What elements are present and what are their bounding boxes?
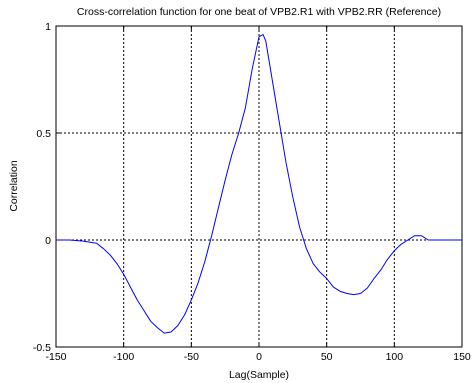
x-tick-label: 100 (386, 351, 404, 363)
y-tick-label: -0.5 (33, 342, 51, 354)
x-tick-label: 150 (453, 351, 471, 363)
x-tick-label: 0 (256, 351, 262, 363)
x-tick-label: 50 (321, 351, 333, 363)
x-tick-label: -150 (45, 351, 66, 363)
grid (56, 26, 462, 347)
x-tick-labels: -150 -100 -50 0 50 100 150 (45, 351, 470, 363)
series-group (56, 34, 462, 334)
x-tick-label: -100 (113, 351, 134, 363)
series-line (56, 34, 462, 334)
y-tick-label: 0.5 (36, 128, 51, 140)
y-tick-label: 1 (45, 21, 51, 33)
chart-title: Cross-correlation function for one beat … (77, 6, 441, 18)
x-tick-label: -50 (184, 351, 199, 363)
y-tick-labels: -0.5 0 0.5 1 (33, 21, 51, 354)
x-axis-label: Lag(Sample) (229, 369, 289, 381)
y-axis-label: Correlation (8, 160, 20, 212)
y-tick-label: 0 (45, 235, 51, 247)
